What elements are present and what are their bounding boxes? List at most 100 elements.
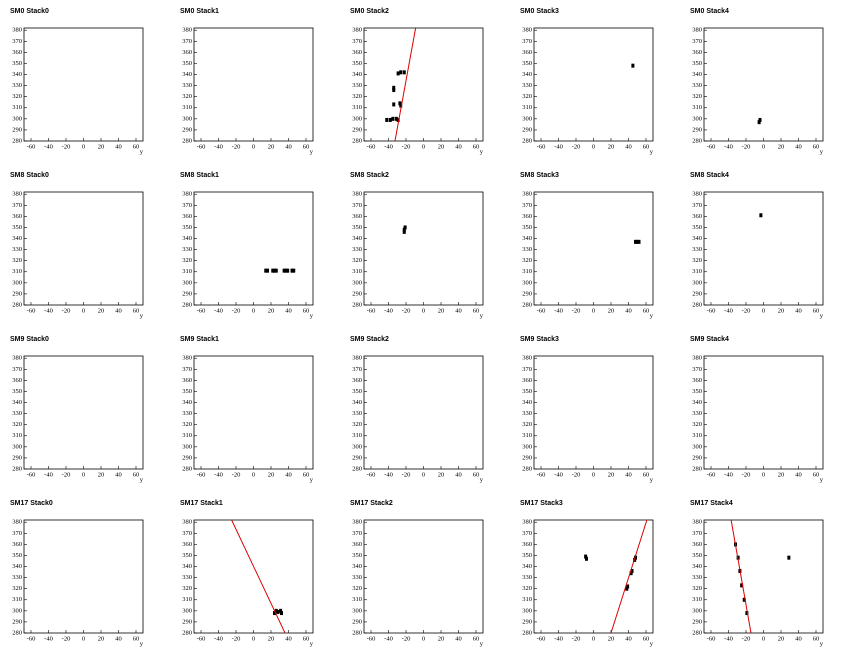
panel: SM8 Stack0 280 290 300 310 320 330 340 350 360 370… <box>10 172 144 320</box>
y-tick-label: 330 <box>522 82 532 89</box>
hit-point <box>757 120 761 125</box>
x-tick-label: 20 <box>608 307 615 314</box>
hit-point <box>276 609 280 614</box>
x-tick-label: 20 <box>438 471 445 478</box>
y-tick-label: 350 <box>12 60 22 67</box>
x-tick-label: -40 <box>214 471 223 478</box>
y-tick-label: 370 <box>12 530 22 537</box>
x-tick-label: -60 <box>367 143 376 150</box>
y-tick-label: 350 <box>352 552 362 559</box>
hit-point <box>402 70 406 75</box>
y-tick-label: 380 <box>182 355 192 362</box>
x-axis-label: y <box>310 640 314 647</box>
y-tick-label: 320 <box>352 257 362 264</box>
y-tick-label: 310 <box>522 104 532 111</box>
x-tick-label: 40 <box>625 307 632 314</box>
panel: SM9 Stack1 280 290 300 310 320 330 340 350 360 370… <box>180 336 314 484</box>
hit-point <box>392 102 396 107</box>
hit-point <box>402 229 406 234</box>
x-tick-label: 40 <box>795 471 802 478</box>
x-tick-label: -20 <box>232 143 241 150</box>
plot-frame <box>533 519 654 634</box>
y-tick-label: 330 <box>12 82 22 89</box>
y-tick-label: 320 <box>692 421 702 428</box>
x-tick-label: -60 <box>367 471 376 478</box>
panel-title: SM8 Stack2 <box>350 172 389 179</box>
x-tick-label: -40 <box>44 307 53 314</box>
y-tick-label: 300 <box>352 279 362 286</box>
y-tick-label: 320 <box>352 585 362 592</box>
panel: SM9 Stack2 280 290 300 310 320 330 340 350 360 370… <box>350 336 484 484</box>
y-tick-label: 300 <box>522 607 532 614</box>
y-tick-label: 320 <box>522 257 532 264</box>
hit-point <box>280 611 283 616</box>
y-tick-label: 360 <box>692 541 702 548</box>
y-tick-label: 380 <box>522 191 532 198</box>
y-tick-label: 280 <box>352 137 362 144</box>
hit-point <box>282 268 286 273</box>
y-tick-label: 300 <box>522 443 532 450</box>
y-tick-label: 300 <box>12 279 22 286</box>
y-tick-label: 350 <box>352 224 362 231</box>
y-tick-label: 360 <box>522 541 532 548</box>
y-tick-label: 310 <box>182 268 192 275</box>
x-tick-label: 0 <box>422 635 425 642</box>
y-tick-label: 320 <box>692 257 702 264</box>
y-tick-label: 290 <box>352 126 362 133</box>
x-tick-label: -40 <box>384 471 393 478</box>
y-tick-label: 290 <box>692 126 702 133</box>
y-tick-label: 350 <box>352 60 362 67</box>
x-tick-label: -20 <box>232 307 241 314</box>
x-tick-label: 0 <box>762 635 765 642</box>
y-tick-label: 340 <box>352 399 362 406</box>
x-tick-label: -40 <box>384 143 393 150</box>
y-tick-label: 350 <box>12 388 22 395</box>
panel-title: SM17 Stack1 <box>180 500 223 507</box>
x-tick-label: -40 <box>214 307 223 314</box>
y-tick-label: 350 <box>12 552 22 559</box>
x-tick-label: 0 <box>252 635 255 642</box>
y-tick-label: 290 <box>692 618 702 625</box>
plot-frame <box>23 355 144 470</box>
x-tick-label: -40 <box>554 143 563 150</box>
y-tick-label: 340 <box>182 563 192 570</box>
x-tick-label: 0 <box>762 471 765 478</box>
y-tick-label: 330 <box>352 410 362 417</box>
x-tick-label: -60 <box>197 471 206 478</box>
x-tick-label: 20 <box>608 635 615 642</box>
y-tick-label: 380 <box>182 191 192 198</box>
x-tick-label: -40 <box>554 635 563 642</box>
hit-point <box>392 88 396 93</box>
x-tick-label: 0 <box>762 143 765 150</box>
x-axis-label: y <box>650 640 654 647</box>
x-tick-label: 20 <box>268 635 275 642</box>
y-tick-label: 350 <box>12 224 22 231</box>
x-tick-label: -60 <box>197 635 206 642</box>
y-tick-label: 290 <box>352 618 362 625</box>
y-tick-label: 360 <box>182 377 192 384</box>
x-tick-label: 20 <box>778 471 785 478</box>
hit-point <box>392 85 396 90</box>
y-tick-label: 340 <box>12 399 22 406</box>
y-tick-label: 350 <box>182 224 192 231</box>
x-tick-label: 40 <box>115 471 122 478</box>
y-tick-label: 320 <box>692 585 702 592</box>
y-tick-label: 340 <box>522 563 532 570</box>
panel-title: SM0 Stack0 <box>10 8 49 15</box>
y-tick-label: 330 <box>692 82 702 89</box>
y-tick-label: 370 <box>522 366 532 373</box>
x-tick-label: 40 <box>455 471 462 478</box>
hit-point <box>740 583 744 588</box>
x-tick-label: 60 <box>303 307 310 314</box>
x-tick-label: 60 <box>133 471 140 478</box>
y-tick-label: 370 <box>352 366 362 373</box>
x-tick-label: -60 <box>367 307 376 314</box>
panel-title: SM9 Stack0 <box>10 336 49 343</box>
panel: SM8 Stack1 280 290 300 310 320 330 340 350 360 370… <box>180 172 314 320</box>
hit-point <box>388 117 392 122</box>
y-tick-label: 350 <box>692 552 702 559</box>
x-axis-label: y <box>480 312 484 319</box>
y-tick-label: 380 <box>12 519 22 526</box>
y-tick-label: 370 <box>352 38 362 45</box>
x-tick-label: 0 <box>592 635 595 642</box>
